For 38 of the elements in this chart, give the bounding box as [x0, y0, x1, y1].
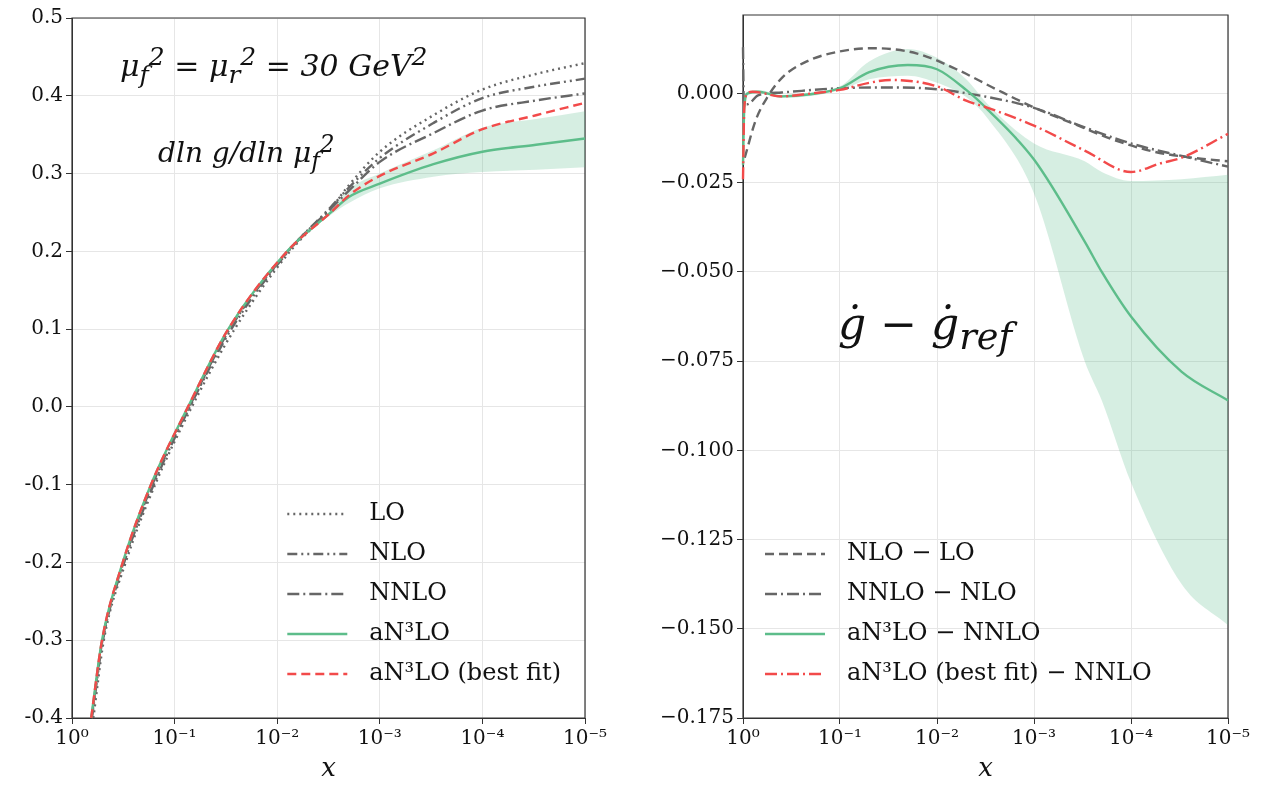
y-tick-label: 0.2 [31, 237, 63, 262]
legend-label: aN³LO (best fit) [369, 658, 562, 687]
y-tick-label: −0.050 [659, 258, 734, 283]
legend-label: aN³LO [369, 618, 450, 647]
x-tick-label: 10⁻¹ [152, 725, 197, 750]
x-tick-label: 10⁻⁴ [460, 725, 505, 750]
y-tick-label: 0.5 [31, 4, 63, 29]
x-axis-title: x [978, 752, 994, 783]
x-tick-label: 10⁻⁵ [1205, 725, 1251, 750]
y-tick-label: 0.000 [676, 79, 734, 104]
x-tick-label: 10⁻³ [357, 725, 402, 750]
y-tick-label: -0.2 [24, 548, 63, 573]
x-axis-title: x [321, 752, 337, 783]
y-tick-label: −0.150 [659, 614, 734, 639]
x-tick-label: 10⁻³ [1011, 725, 1057, 750]
y-tick-label: −0.025 [659, 168, 734, 193]
y-tick-label: 0.4 [31, 81, 63, 106]
y-tick-label: 0.1 [31, 315, 63, 340]
x-tick-label: 10⁻² [914, 725, 960, 750]
legend-label: NNLO − NLO [847, 578, 1017, 607]
y-tick-label: −0.125 [659, 525, 734, 550]
y-tick-label: -0.3 [24, 626, 63, 651]
y-tick-label: 0.0 [31, 393, 63, 418]
y-tick-label: -0.1 [24, 470, 63, 495]
legend-label: NNLO [369, 578, 447, 607]
legend-label: LO [369, 498, 405, 527]
legend-label: NLO − LO [847, 538, 975, 567]
legend-label: aN³LO (best fit) − NNLO [847, 658, 1152, 687]
x-tick-label: 10⁻⁵ [562, 725, 608, 750]
legend-label: NLO [369, 538, 426, 567]
y-tick-label: −0.100 [659, 436, 734, 461]
y-tick-label: 0.3 [31, 159, 63, 184]
y-tick-label: −0.075 [659, 347, 734, 372]
annotation: μ$_{f}$$^{2}$ = μ$_{r}$$^{2}$ = 30 GeV$^{2}$ [120, 42, 428, 90]
x-tick-label: 10⁻⁴ [1108, 725, 1154, 750]
legend-label: aN³LO − NNLO [847, 618, 1041, 647]
x-tick-label: 10⁻¹ [817, 725, 863, 750]
x-tick-label: 10⁻² [255, 725, 300, 750]
